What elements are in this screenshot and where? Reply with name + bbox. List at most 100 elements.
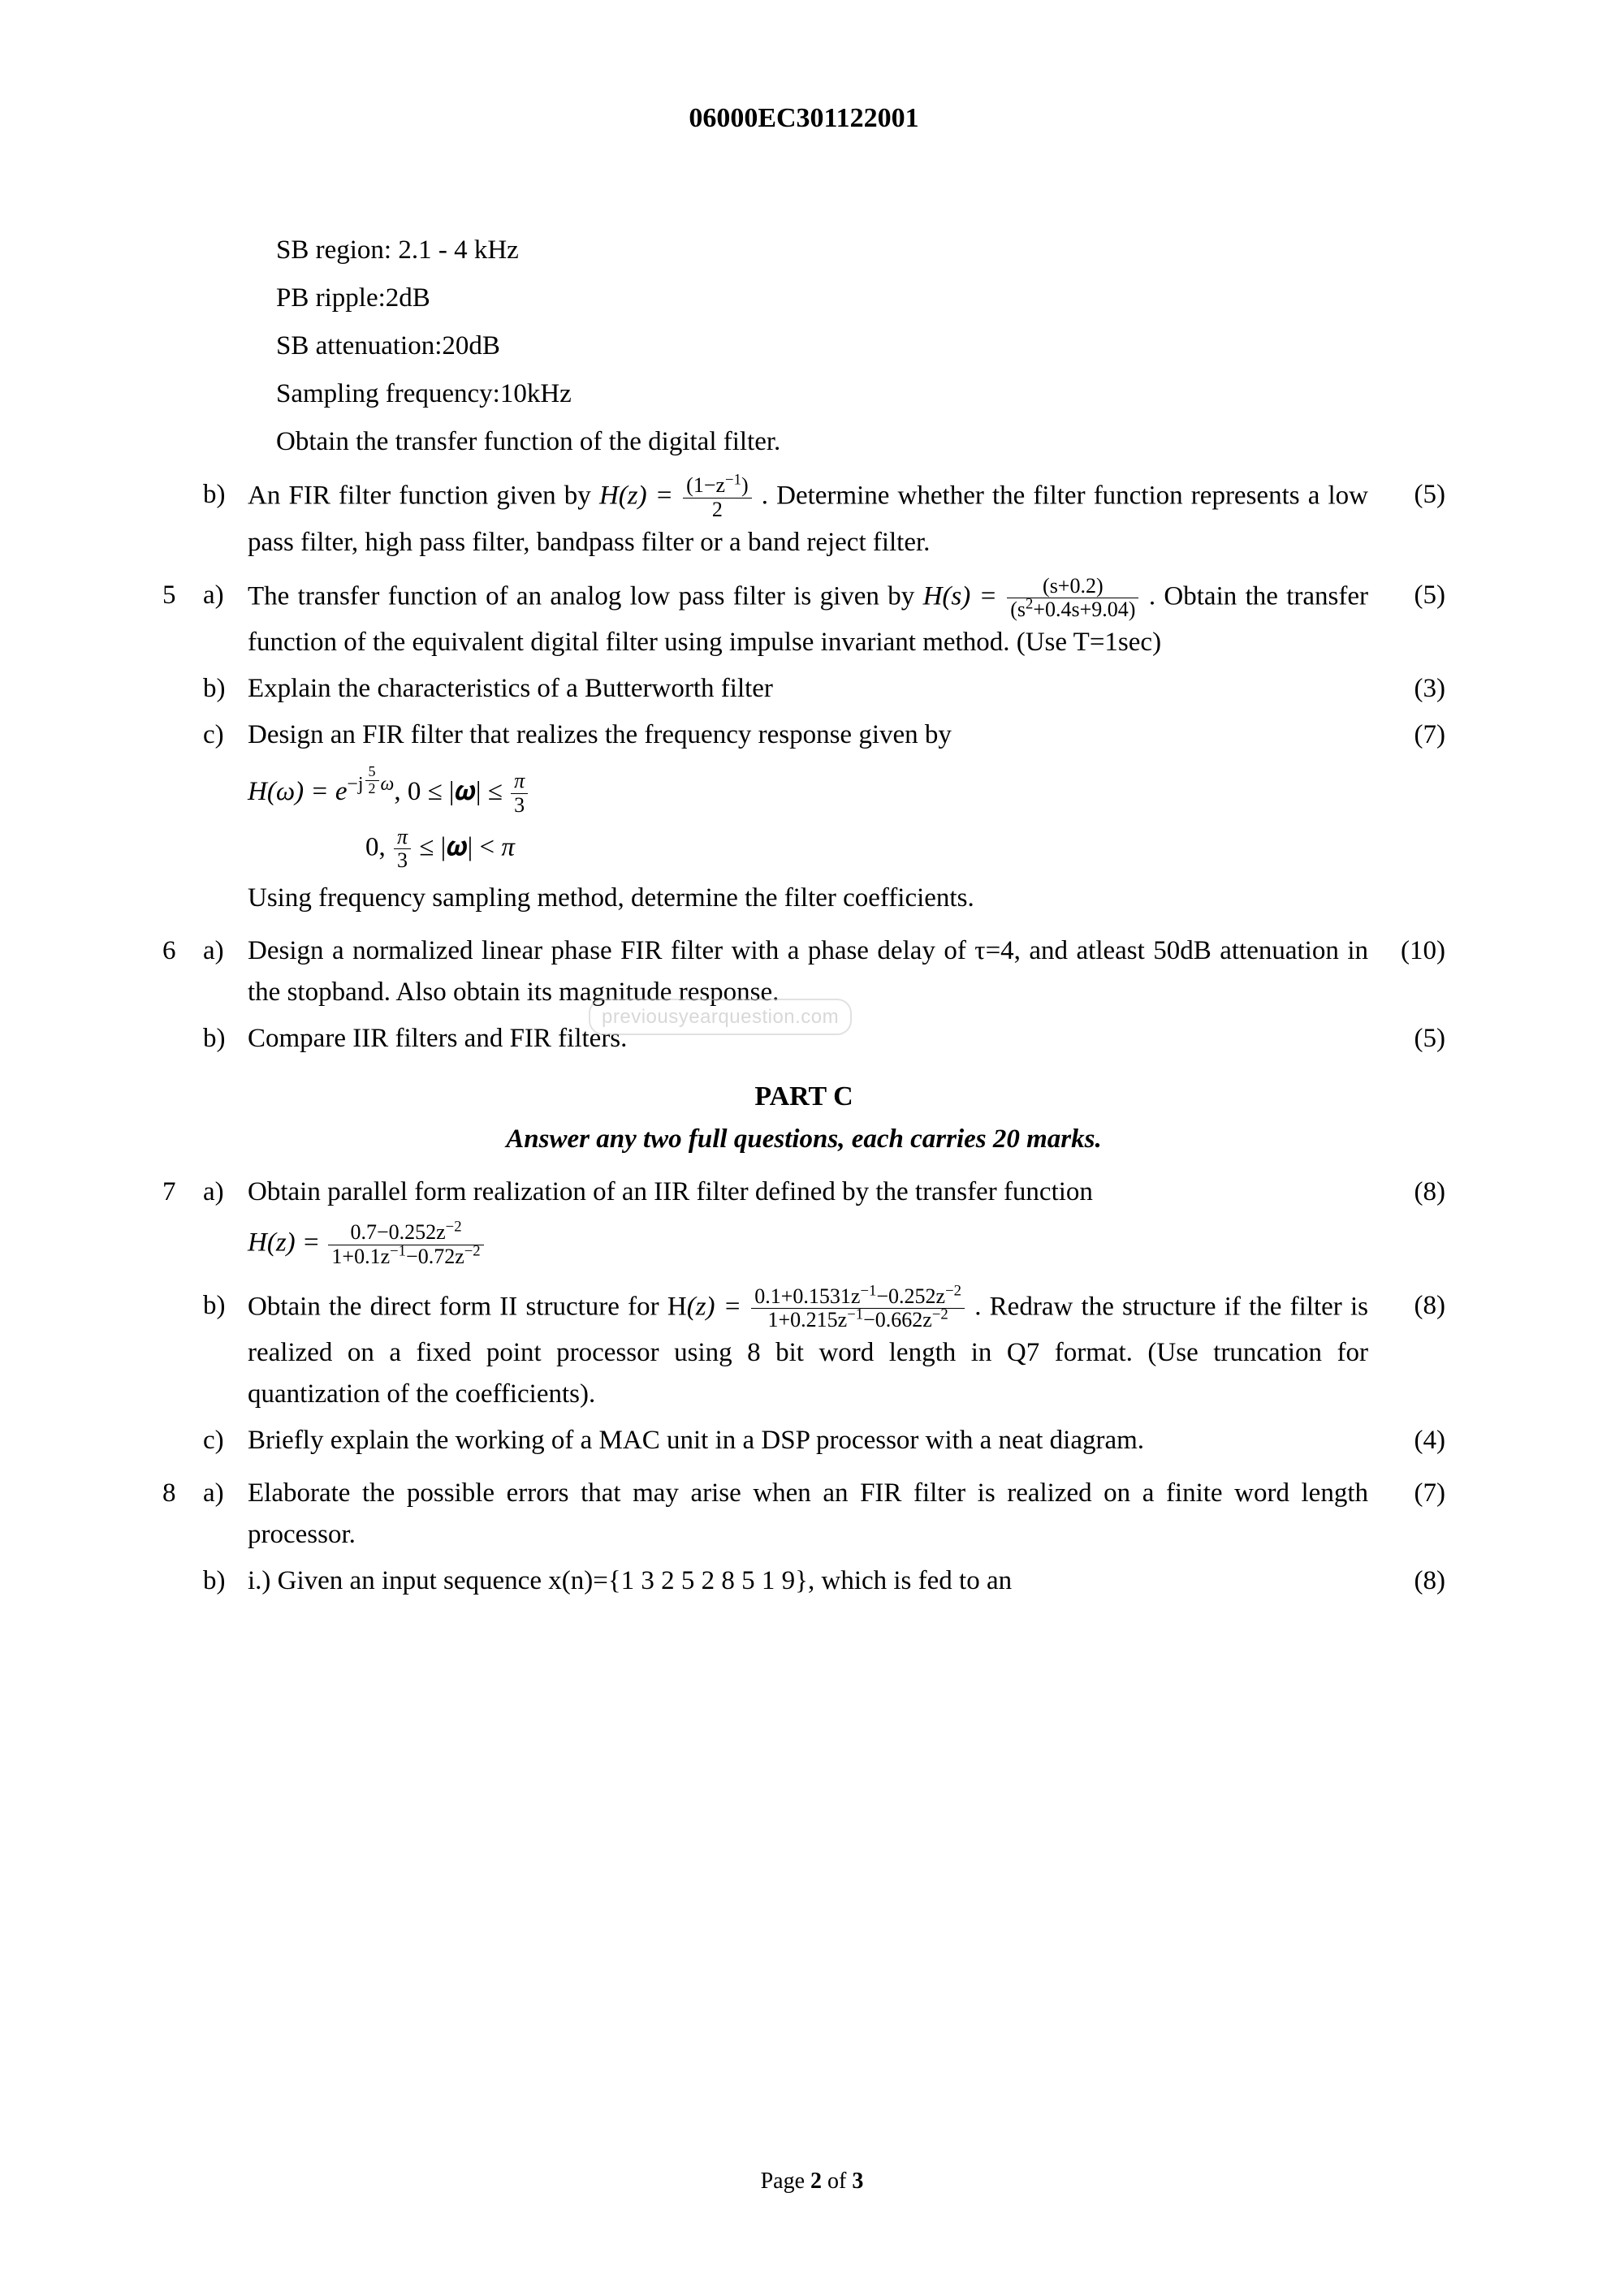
page-container: 06000EC301122001 SB region: 2.1 - 4 kHz … <box>0 0 1624 2296</box>
q7a-num-e: −2 <box>446 1219 462 1236</box>
q7a-den-e2: −2 <box>464 1242 481 1259</box>
q7b-den: 1+0.215z−1−0.662z−2 <box>751 1309 965 1332</box>
q5c-eq2: 0, π3 ≤ |𝝎| < π <box>248 826 1368 873</box>
qnum-5: 5 <box>162 575 203 616</box>
q5c-eq1-exp: −j52ω <box>348 774 395 795</box>
qnum-7: 7 <box>162 1172 203 1213</box>
qmarks-6b: (5) <box>1384 1018 1445 1060</box>
qsub-5a: a) <box>203 575 248 616</box>
qtext-7c: Briefly explain the working of a MAC uni… <box>248 1420 1384 1461</box>
q7b-den-e2: −2 <box>932 1306 948 1323</box>
footer-current: 2 <box>810 2169 822 2194</box>
qtext-8a: Elaborate the possible errors that may a… <box>248 1473 1384 1556</box>
q5a-den-exp: 2 <box>1026 596 1033 613</box>
q4b-frac-den: 2 <box>683 498 751 522</box>
q7b-num-e2: −2 <box>945 1282 961 1299</box>
footer-pre: Page <box>761 2169 810 2194</box>
q7b-num-t2: −0.252z <box>876 1284 945 1308</box>
q5c-text: Design an FIR filter that realizes the f… <box>248 720 952 749</box>
qtext-7b: Obtain the direct form II structure for … <box>248 1285 1384 1415</box>
question-5a-row: 5 a) The transfer function of an analog … <box>162 575 1445 663</box>
question-5b-row: b) Explain the characteristics of a Butt… <box>162 668 1445 710</box>
q5c-eq2-pi3: π3 <box>394 826 411 873</box>
qsub-6b: b) <box>203 1018 248 1060</box>
footer-total: 3 <box>852 2169 863 2194</box>
question-6b-row: b) Compare IIR filters and FIR filters. … <box>162 1018 1445 1060</box>
question-8b-row: b) i.) Given an input sequence x(n)={1 3… <box>162 1560 1445 1602</box>
q4b-frac: (1−z−1) 2 <box>683 474 751 521</box>
qnum-6: 6 <box>162 930 203 972</box>
question-7c-row: c) Briefly explain the working of a MAC … <box>162 1420 1445 1461</box>
q7b-text1: Obtain the direct form II structure for … <box>248 1292 687 1321</box>
spec-sb-region: SB region: 2.1 - 4 kHz <box>276 230 1445 271</box>
q5a-frac: (s+0.2) (s2+0.4s+9.04) <box>1007 575 1138 622</box>
qsub-6a: a) <box>203 930 248 972</box>
q7b-num-e1: −1 <box>860 1282 876 1299</box>
qtext-5a: The transfer function of an analog low p… <box>248 575 1384 663</box>
spec-sb-atten: SB attenuation:20dB <box>276 326 1445 367</box>
qmarks-8a: (7) <box>1384 1473 1445 1514</box>
qsub-7c: c) <box>203 1420 248 1461</box>
question-8a-row: 8 a) Elaborate the possible errors that … <box>162 1473 1445 1556</box>
qmarks-5a: (5) <box>1384 575 1445 616</box>
q5c-exp-frac: 52 <box>365 764 379 797</box>
q7a-num: 0.7−0.252z−2 <box>328 1221 483 1245</box>
q4b-num-exp: −1 <box>725 472 741 489</box>
q5a-hs: H(s) = <box>923 581 1006 611</box>
q4b-frac-num: (1−z−1) <box>683 474 751 498</box>
q7a-eq: H(z) = 0.7−0.252z−2 1+0.1z−1−0.72z−2 <box>248 1221 1368 1268</box>
q7a-hz: H(z) = <box>248 1228 326 1258</box>
q7b-num-t1: 0.1+0.1531z <box>754 1284 860 1308</box>
q5c-tail: Using frequency sampling method, determi… <box>248 883 974 913</box>
qmarks-8b: (8) <box>1384 1560 1445 1602</box>
q7b-den-t1: 1+0.215z <box>768 1308 848 1331</box>
qsub-7b: b) <box>203 1285 248 1327</box>
q5c-exp-den: 2 <box>365 781 379 797</box>
question-4b-row: b) An FIR filter function given by H(z) … <box>162 474 1445 563</box>
qmarks-4b: (5) <box>1384 474 1445 516</box>
spec-instruction: Obtain the transfer function of the digi… <box>276 421 1445 463</box>
q7a-frac: 0.7−0.252z−2 1+0.1z−1−0.72z−2 <box>328 1221 483 1268</box>
qmarks-5b: (3) <box>1384 668 1445 710</box>
q7a-den-e1: −1 <box>390 1242 406 1259</box>
q5a-den-rest: +0.4s+9.04) <box>1033 598 1135 621</box>
q5c-exp-pre: −j <box>348 774 364 795</box>
qmarks-6a: (10) <box>1384 930 1445 972</box>
qsub-8b: b) <box>203 1560 248 1602</box>
part-c-title: PART C <box>162 1076 1445 1119</box>
qsub-8a: a) <box>203 1473 248 1514</box>
q7b-den-e1: −1 <box>847 1306 863 1323</box>
qsub-5c: c) <box>203 714 248 756</box>
q7a-den: 1+0.1z−1−0.72z−2 <box>328 1245 483 1269</box>
part-c-subtitle: Answer any two full questions, each carr… <box>162 1119 1445 1160</box>
q5c-exp-num: 5 <box>365 764 379 781</box>
qtext-5c: Design an FIR filter that realizes the f… <box>248 714 1384 919</box>
q7a-num-t: 0.7−0.252z <box>350 1220 445 1244</box>
q5c-eq2-rng: ≤ |𝝎| < <box>419 832 501 861</box>
question-7a-row: 7 a) Obtain parallel form realization of… <box>162 1172 1445 1273</box>
q5a-frac-den: (s2+0.4s+9.04) <box>1007 598 1138 622</box>
question-6a-row: 6 a) Design a normalized linear phase FI… <box>162 930 1445 1013</box>
q7b-den-t2: −0.662z <box>863 1308 932 1331</box>
q5c-eq2-pi: π <box>501 832 515 861</box>
q7a-text: Obtain parallel form realization of an I… <box>248 1177 1093 1206</box>
q5c-eq1: H(ω) = e−j52ω, 0 ≤ |𝝎| ≤ π3 <box>248 764 1368 817</box>
q5c-exp-post: ω <box>381 774 395 795</box>
q4b-num-end: ) <box>741 473 749 497</box>
q7a-den-t1: 1+0.1z <box>331 1245 390 1268</box>
qsub-7a: a) <box>203 1172 248 1213</box>
footer-of: of <box>822 2169 852 2194</box>
q4b-text1: An FIR filter function given by <box>248 481 599 511</box>
qtext-5b: Explain the characteristics of a Butterw… <box>248 668 1384 710</box>
qtext-8b: i.) Given an input sequence x(n)={1 3 2 … <box>248 1560 1384 1602</box>
q5a-den-t: (s <box>1010 598 1026 621</box>
q4b-hz: H(z) = <box>599 481 681 511</box>
page-footer: Page 2 of 3 <box>0 2164 1624 2199</box>
q5a-text1: The transfer function of an analog low p… <box>248 581 923 611</box>
qmarks-5c: (7) <box>1384 714 1445 756</box>
spec-sampling-freq: Sampling frequency:10kHz <box>276 373 1445 415</box>
qmarks-7a: (8) <box>1384 1172 1445 1213</box>
qsub-5b: b) <box>203 668 248 710</box>
spec-pb-ripple: PB ripple:2dB <box>276 278 1445 319</box>
page-header-code: 06000EC301122001 <box>162 97 1445 140</box>
